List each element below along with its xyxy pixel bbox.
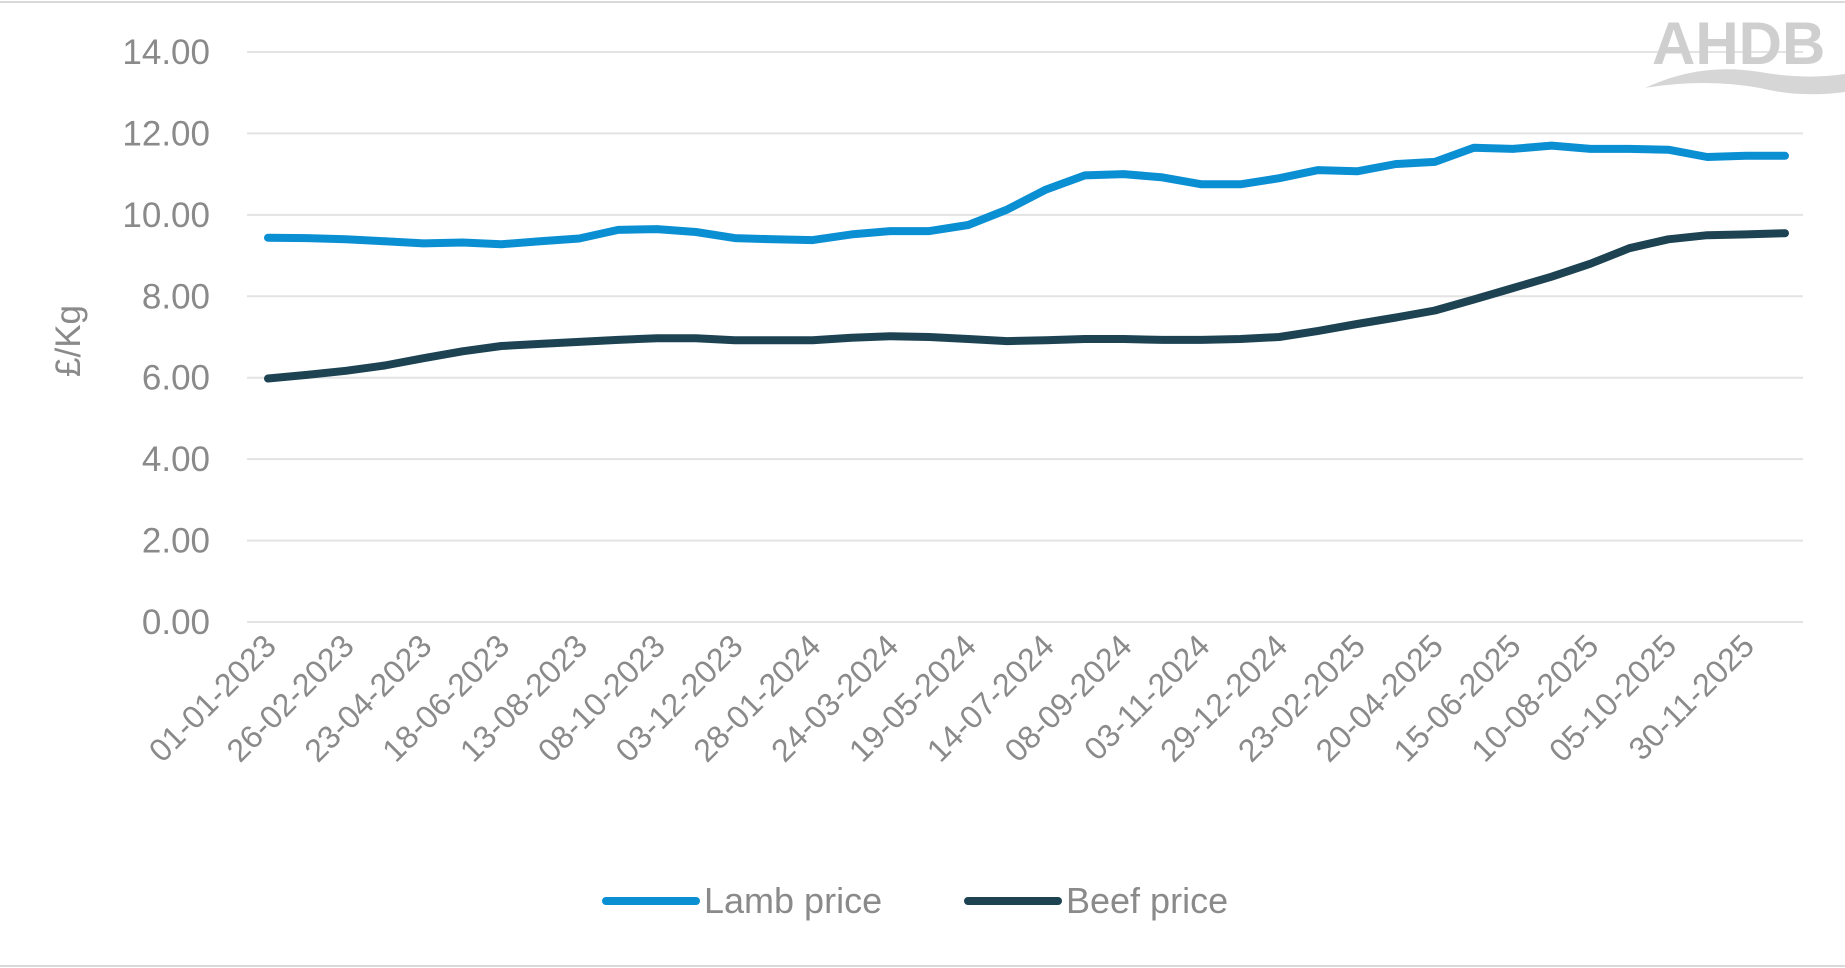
legend-label-beef: Beef price <box>1066 880 1228 921</box>
y-tick-label: 14.00 <box>122 33 210 72</box>
series-line-lamb <box>264 141 1789 249</box>
y-tick-label: 0.00 <box>142 603 210 642</box>
y-tick-label: 10.00 <box>122 196 210 235</box>
y-tick-label: 4.00 <box>142 440 210 479</box>
y-axis-ticks: 0.00 2.00 4.00 6.00 8.00 10.00 12.00 14.00 <box>122 33 210 642</box>
y-tick-label: 6.00 <box>142 359 210 398</box>
y-tick-label: 12.00 <box>122 114 210 153</box>
svg-text:AHDB: AHDB <box>1652 10 1825 77</box>
legend: Lamb price Beef price <box>602 880 1228 921</box>
y-axis-label: £/Kg <box>49 305 88 377</box>
series-lines <box>264 141 1789 383</box>
legend-label-lamb: Lamb price <box>704 880 882 921</box>
series-line-beef <box>264 229 1789 383</box>
y-tick-label: 2.00 <box>142 522 210 561</box>
x-axis-ticks: 01-01-202326-02-202323-04-202318-06-2023… <box>142 627 1761 768</box>
ahdb-logo: AHDB <box>1645 10 1845 95</box>
gridlines <box>247 51 1803 623</box>
y-tick-label: 8.00 <box>142 277 210 316</box>
